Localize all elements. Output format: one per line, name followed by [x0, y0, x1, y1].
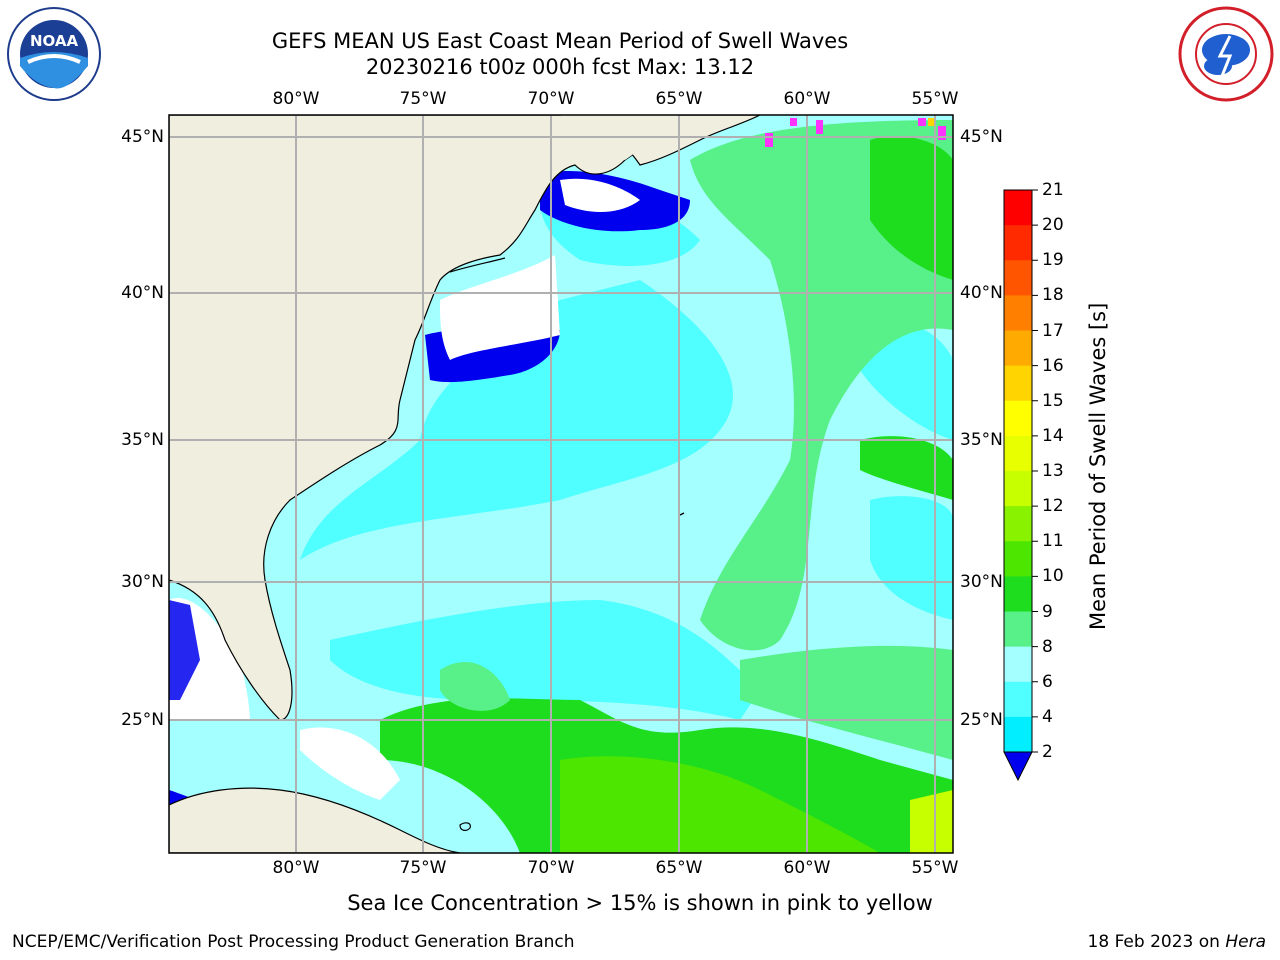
lon-label-top: 55°W: [911, 89, 959, 109]
graticule: [169, 115, 953, 853]
colorbar-tick-label: 10: [1042, 566, 1064, 587]
lat-label-right: 30°N: [960, 572, 1003, 592]
nws-logo: [1178, 6, 1274, 102]
lat-label-right: 40°N: [960, 283, 1003, 303]
noaa-logo: NOAA: [6, 6, 102, 102]
colorbar-band: [1004, 260, 1032, 296]
colorbar-band: [1004, 435, 1032, 472]
lon-label-bottom: 80°W: [272, 858, 320, 878]
footer-host: Hera: [1225, 932, 1266, 952]
colorbar-band: [1004, 541, 1032, 577]
lon-label-bottom: 70°W: [527, 858, 575, 878]
lon-label-top: 70°W: [527, 89, 575, 109]
colorbar-band: [1004, 576, 1032, 612]
colorbar-tick-label: 19: [1042, 250, 1064, 271]
colorbar-label: Mean Period of Swell Waves [s]: [1086, 302, 1110, 630]
lat-label-right: 25°N: [960, 710, 1003, 730]
lat-label-left: 35°N: [121, 430, 164, 450]
colorbar-tick-label: 16: [1042, 355, 1064, 376]
lat-label-left: 25°N: [121, 710, 164, 730]
lon-label-bottom: 75°W: [399, 858, 447, 878]
lon-label-top: 75°W: [399, 89, 447, 109]
colorbar-tick-label: 13: [1042, 461, 1064, 481]
colorbar-band: [1004, 471, 1032, 507]
map-subtitle: 20230216 t00z 000h fcst Max: 13.12: [365, 55, 755, 79]
noaa-logo-text: NOAA: [30, 32, 79, 50]
footer-credit: NCEP/EMC/Verification Post Processing Pr…: [12, 932, 575, 952]
sea-ice-caption: Sea Ice Concentration > 15% is shown in …: [347, 891, 933, 915]
lon-label-top: 60°W: [783, 89, 831, 109]
lon-label-bottom: 60°W: [783, 858, 831, 878]
colorbar-band: [1004, 646, 1032, 683]
colorbar-extend-arrow: [1003, 751, 1033, 782]
colorbar-band: [1004, 365, 1032, 402]
colorbar-tick-label: 8: [1042, 636, 1053, 657]
colorbar-tick-label: 9: [1042, 601, 1053, 622]
colorbar-band: [1004, 190, 1032, 226]
colorbar: [1003, 189, 1038, 782]
lon-label-top: 80°W: [272, 89, 320, 109]
footer-date-text: 18 Feb 2023 on: [1087, 932, 1226, 952]
colorbar-band: [1004, 716, 1032, 753]
lon-label-top: 65°W: [655, 89, 703, 109]
colorbar-tick-label: 6: [1042, 671, 1053, 692]
lat-label-right: 45°N: [960, 127, 1003, 147]
colorbar-tick-label: 17: [1042, 320, 1064, 341]
swell-period-field: [169, 115, 953, 853]
colorbar-band: [1004, 225, 1032, 261]
footer-date: 18 Feb 2023 on Hera: [1088, 932, 1266, 952]
colorbar-band: [1004, 400, 1032, 437]
lon-label-bottom: 65°W: [655, 858, 703, 878]
map-title: GEFS MEAN US East Coast Mean Period of S…: [271, 29, 849, 53]
map-frame: [168, 114, 954, 854]
colorbar-band: [1004, 295, 1032, 331]
lat-label-left: 30°N: [121, 572, 164, 592]
colorbar-tick-label: 20: [1042, 215, 1064, 236]
colorbar-tick-label: 14: [1042, 425, 1064, 446]
colorbar-band: [1004, 506, 1032, 542]
colorbar-tick-label: 11: [1042, 531, 1064, 552]
lat-label-left: 45°N: [121, 127, 164, 147]
lat-label-right: 35°N: [960, 430, 1003, 450]
colorbar-tick-label: 2: [1042, 742, 1053, 762]
colorbar-tick-label: 15: [1042, 390, 1064, 411]
lat-label-left: 40°N: [121, 283, 164, 303]
colorbar-tick-label: 4: [1042, 706, 1053, 727]
colorbar-band: [1004, 681, 1032, 718]
lon-label-bottom: 55°W: [911, 858, 959, 878]
colorbar-tick-label: 21: [1042, 180, 1064, 200]
colorbar-band: [1004, 611, 1032, 648]
colorbar-tick-label: 12: [1042, 496, 1064, 517]
colorbar-tick-label: 18: [1042, 285, 1064, 306]
colorbar-band: [1004, 330, 1032, 367]
